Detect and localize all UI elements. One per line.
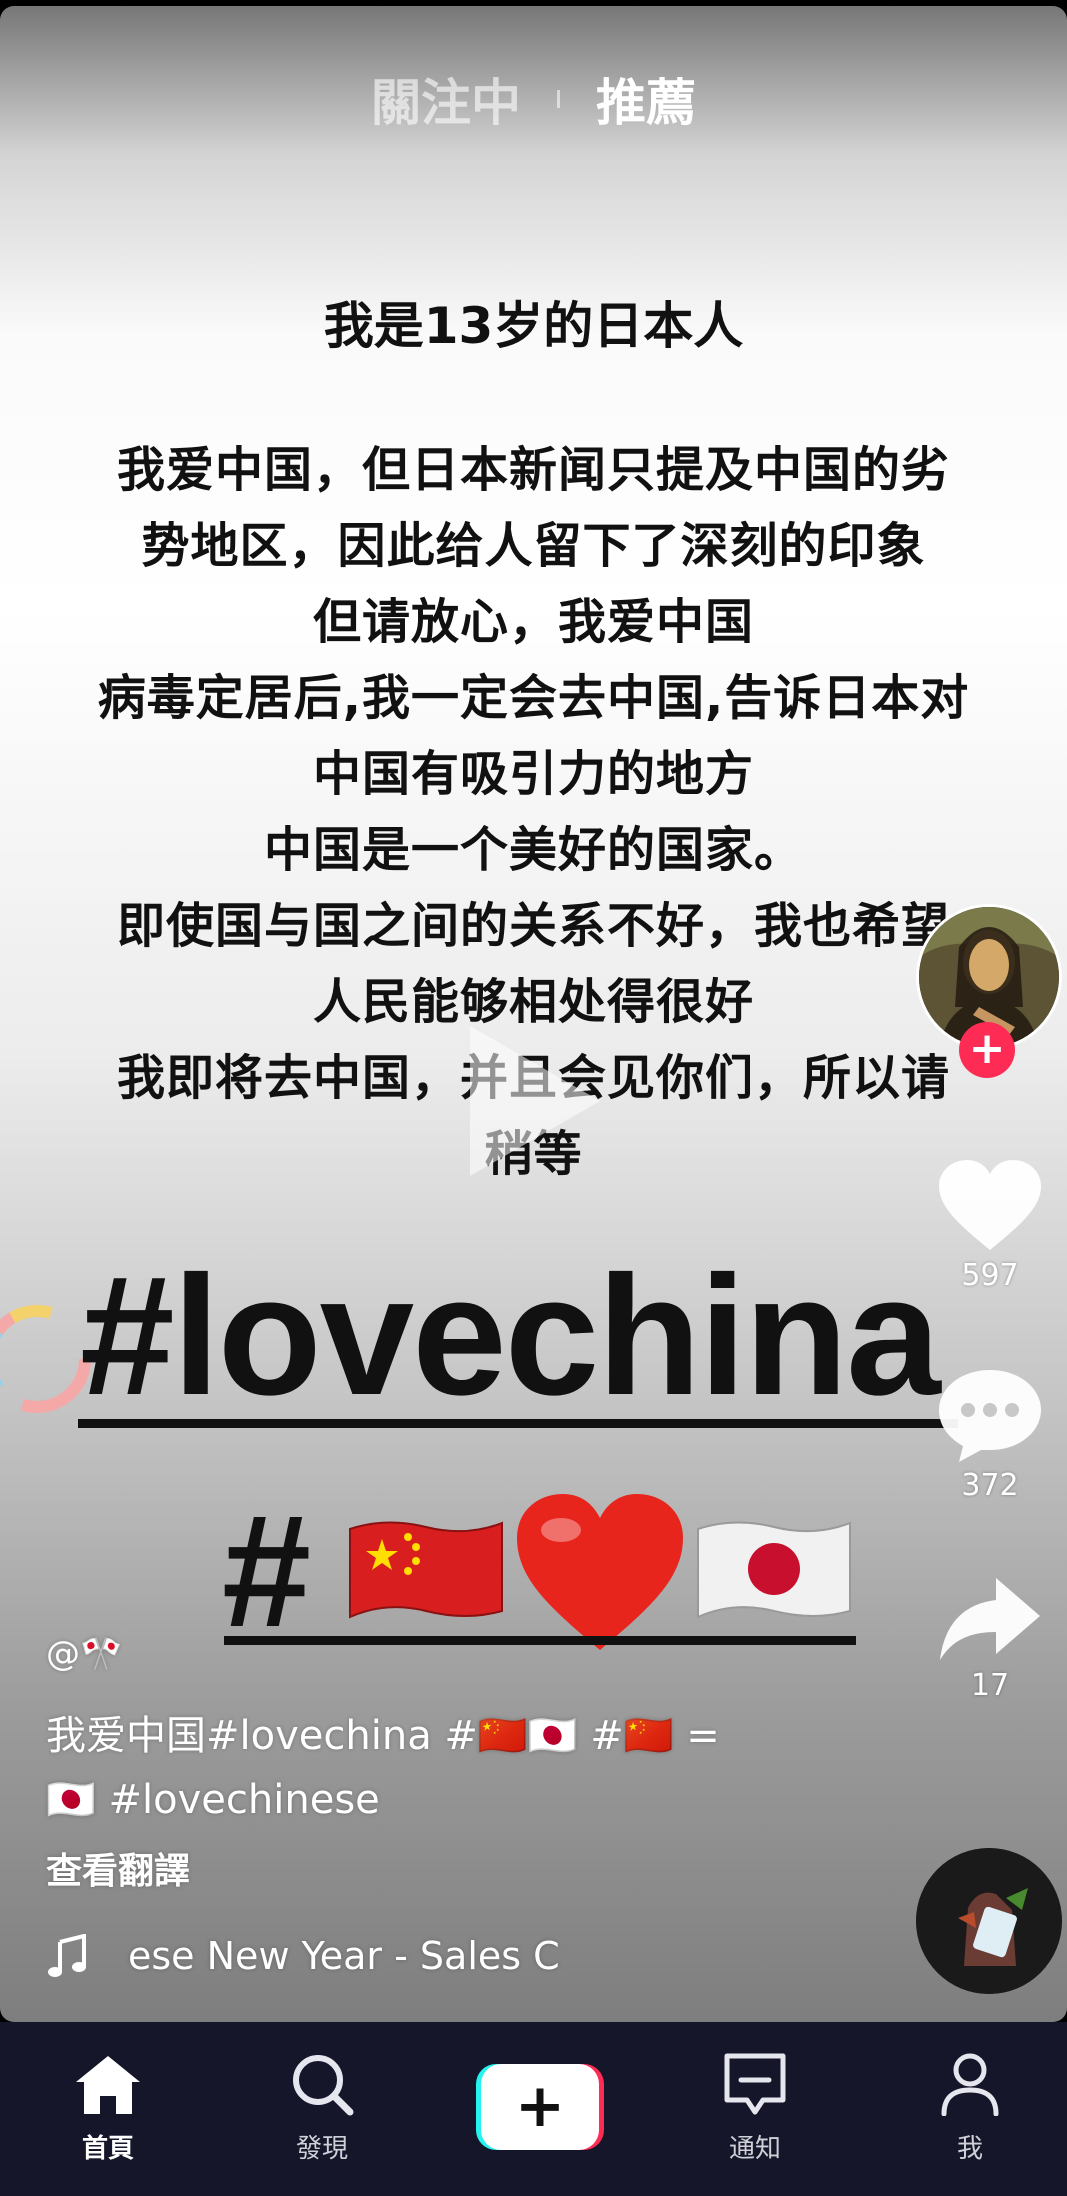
nav-profile[interactable]: 我: [900, 2052, 1040, 2165]
comment-icon: [939, 1370, 1041, 1462]
video-headline: 我是13岁的日本人: [323, 297, 744, 355]
description-line: 🇯🇵 #lovechinese: [46, 1777, 380, 1823]
video-text-line: 人民能够相处得很好: [312, 974, 754, 1030]
share-icon: [940, 1578, 1040, 1660]
nav-home-label: 首頁: [81, 2134, 134, 2164]
tab-following[interactable]: 關注中: [371, 74, 521, 132]
music-disc[interactable]: [916, 1848, 1062, 1994]
create-button[interactable]: +: [476, 2064, 604, 2150]
china-flag-icon: [349, 1521, 503, 1619]
description-line: 我爱中国#lovechina #🇨🇳🇯🇵 #🇨🇳 =: [46, 1713, 720, 1759]
hash-symbol: #: [222, 1481, 311, 1660]
nav-discover[interactable]: 發現: [252, 2052, 392, 2165]
search-icon: [293, 2055, 354, 2116]
video-text-line: 势地区，因此给人留下了深刻的印象: [141, 518, 926, 574]
post-username[interactable]: @🎌: [46, 1634, 123, 1674]
red-heart-icon: [517, 1494, 683, 1650]
video-text-line: 中国有吸引力的地方: [312, 746, 754, 802]
video-text-block: 我爱中国，但日本新闻只提及中国的劣 势地区，因此给人留下了深刻的印象 但请放心，…: [0, 432, 1067, 1192]
loading-ring-icon: [0, 1305, 91, 1413]
tab-divider: [557, 90, 560, 108]
nav-discover-label: 發現: [295, 2134, 348, 2164]
video-text-line: 但请放心，我爱中国: [312, 594, 754, 650]
video-text-line: 我爱中国，但日本新闻只提及中国的劣: [116, 442, 950, 498]
video-text-line: 即使国与国之间的关系不好，我也希望: [116, 898, 950, 954]
nav-profile-label: 我: [956, 2134, 983, 2164]
profile-icon: [941, 2053, 999, 2117]
japan-flag-icon: [697, 1521, 851, 1619]
play-icon[interactable]: [460, 1016, 610, 1186]
top-tabs: 關注中 推薦: [0, 64, 1067, 134]
music-title: ese New Year - Sales C: [128, 1934, 560, 1978]
like-count: 597: [961, 1258, 1019, 1293]
post-description: 我爱中国#lovechina #🇨🇳🇯🇵 #🇨🇳 = 🇯🇵 #lovechine…: [46, 1704, 766, 1832]
follow-button[interactable]: +: [959, 1022, 1015, 1078]
nav-inbox[interactable]: 通知: [685, 2052, 825, 2165]
flags-underline: [224, 1636, 856, 1645]
video-text-line: 中国是一个美好的国家。: [263, 822, 803, 878]
music-ticker[interactable]: ese New Year - Sales C: [46, 1934, 560, 1978]
video-text-line: 病毒定居后,我一定会去中国,告诉日本对: [97, 670, 970, 726]
like-button[interactable]: 597: [930, 1158, 1050, 1293]
share-button[interactable]: 17: [930, 1574, 1050, 1703]
music-disc-art: [916, 1848, 1062, 1994]
create-face: [481, 2064, 599, 2150]
share-count: 17: [970, 1668, 1010, 1703]
hashtag-underline: [78, 1419, 958, 1428]
inbox-icon: [724, 2053, 786, 2115]
comment-count: 372: [961, 1468, 1019, 1503]
video-player[interactable]: 關注中 推薦 我是13岁的日本人 我爱中国，但日本新闻只提及中国的劣 势地区，因…: [0, 6, 1067, 2022]
bottom-navigation: 首頁 發現 + 通知 我: [0, 2022, 1067, 2196]
see-translation-link[interactable]: 查看翻譯: [46, 1851, 191, 1892]
tab-for-you[interactable]: 推薦: [596, 74, 696, 132]
comment-button[interactable]: 372: [930, 1364, 1050, 1503]
home-icon: [76, 2056, 140, 2114]
nav-inbox-label: 通知: [728, 2134, 781, 2164]
hashtag-overlay: #lovechina: [80, 1241, 941, 1431]
heart-icon: [939, 1160, 1041, 1250]
nav-home[interactable]: 首頁: [38, 2052, 178, 2165]
plus-icon: +: [514, 2071, 566, 2141]
music-note-icon: [48, 1934, 86, 1977]
